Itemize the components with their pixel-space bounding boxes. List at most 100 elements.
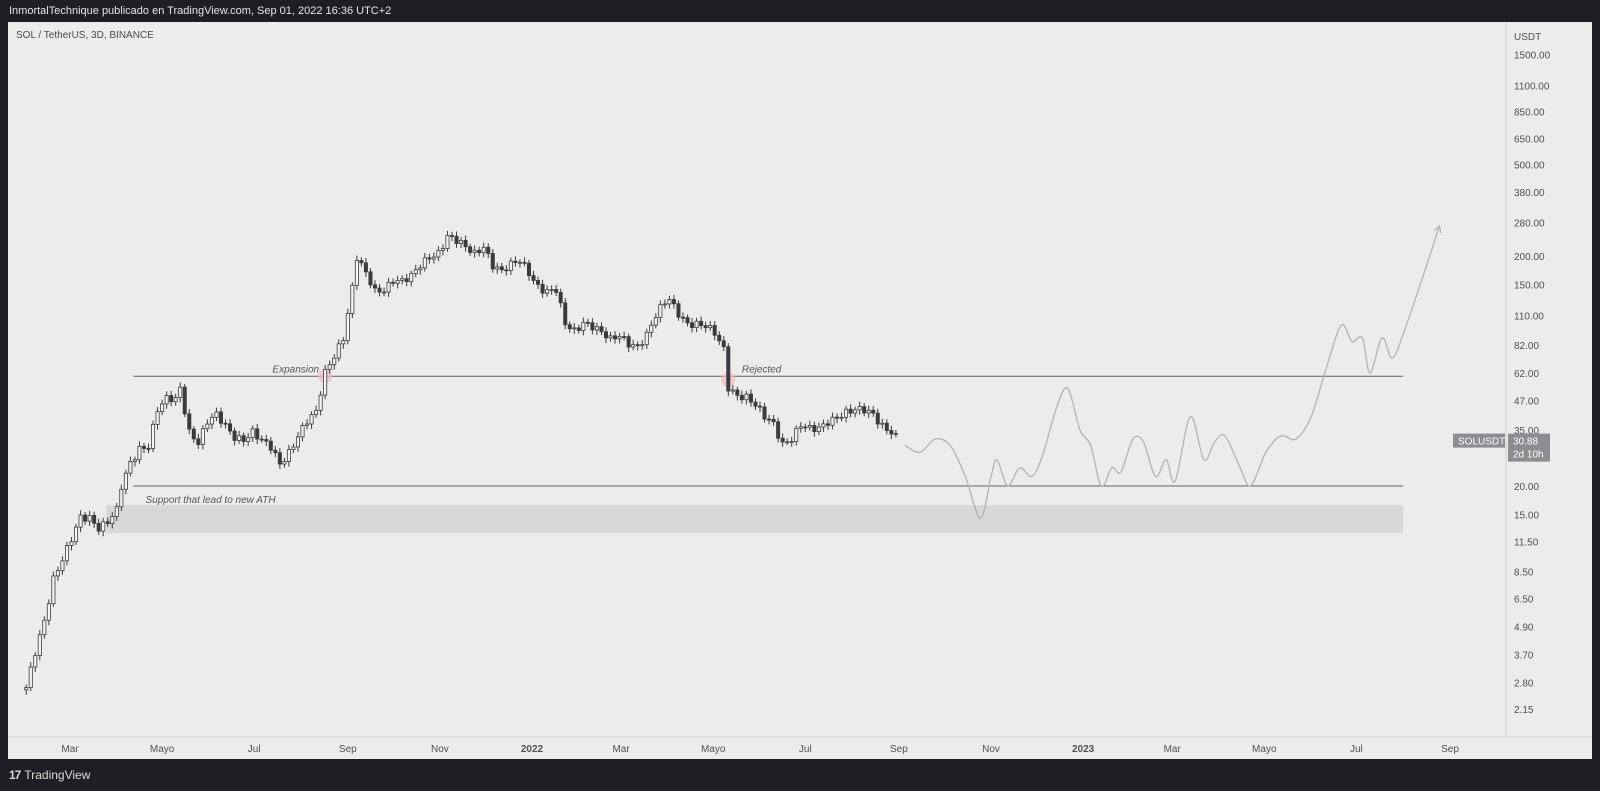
candle-body: [205, 423, 210, 430]
x-tick-label: Jul: [1350, 744, 1363, 755]
candle-body: [617, 336, 622, 340]
candle-body: [277, 452, 282, 465]
candle-body: [318, 394, 323, 411]
y-tick-label: 47.00: [1514, 397, 1539, 408]
candle-body: [803, 426, 808, 429]
candle-body: [486, 246, 491, 254]
candle-body: [504, 269, 509, 272]
candle-body: [178, 386, 183, 398]
candle-body: [87, 514, 92, 522]
candle-body: [345, 313, 350, 341]
candle-body: [237, 435, 242, 441]
candle-body: [382, 291, 387, 294]
x-tick-label: 2022: [521, 744, 544, 755]
x-tick-label: Sep: [1441, 744, 1459, 755]
candle-body: [372, 284, 377, 289]
candle-body: [694, 320, 699, 328]
candle-body: [137, 445, 142, 461]
candle-body: [119, 488, 124, 508]
y-axis-unit: USDT: [1514, 32, 1541, 43]
candle-body: [812, 425, 817, 433]
y-tick-label: 500.00: [1514, 160, 1545, 171]
x-tick-label: Nov: [982, 744, 1000, 755]
y-tick-label: 1100.00: [1514, 82, 1550, 93]
price-chart[interactable]: Expansion Rejected Support that lead to ne…: [8, 22, 1592, 759]
candle-body: [377, 287, 382, 293]
candle-body: [69, 541, 74, 546]
candle-body: [24, 687, 29, 691]
candle-body: [155, 411, 160, 425]
candle-body: [368, 271, 373, 286]
tradingview-logo[interactable]: 17 TradingView: [9, 768, 90, 782]
candle-body: [495, 266, 500, 270]
candle-body: [354, 260, 359, 286]
candle-body: [567, 324, 572, 330]
candle-body: [196, 438, 201, 445]
candle-body: [785, 441, 790, 444]
candle-body: [726, 346, 731, 392]
candle-body: [83, 514, 88, 522]
candle-body: [363, 262, 368, 273]
candle-body: [816, 426, 821, 433]
candle-body: [477, 249, 482, 254]
candle-body: [712, 325, 717, 336]
publication-header: InmortalTechnique publicado en TradingVi…: [0, 0, 1600, 22]
y-tick-label: 380.00: [1514, 188, 1545, 199]
x-tick-label: Mar: [612, 744, 630, 755]
candle-body: [590, 322, 595, 331]
candle-body: [391, 281, 396, 284]
footer-bar: 17 TradingView: [0, 759, 1600, 791]
candle-body: [128, 461, 133, 474]
candle-body: [635, 344, 640, 347]
price-tag-value: 30.88: [1513, 437, 1538, 448]
candle-body: [160, 403, 165, 413]
support-zone: [106, 505, 1404, 533]
candle-body: [28, 666, 33, 688]
candle-body: [110, 516, 115, 524]
price-tag-symbol-bg: [1453, 433, 1505, 448]
y-tick-label: 110.00: [1514, 312, 1544, 323]
x-tick-label: Mar: [61, 744, 79, 755]
candle-body: [141, 445, 146, 449]
candle-body: [273, 449, 278, 454]
candle-body: [305, 423, 310, 426]
candle-body: [680, 316, 685, 319]
candle-body: [105, 521, 110, 524]
candle-body: [286, 449, 291, 462]
candle-body: [55, 570, 60, 577]
y-tick-label: 150.00: [1514, 281, 1545, 292]
candle-body: [264, 439, 269, 442]
chart-panel[interactable]: Expansion Rejected Support that lead to ne…: [8, 22, 1592, 759]
candle-body: [581, 321, 586, 331]
y-tick-label: 15.00: [1514, 511, 1539, 522]
y-tick-label: 650.00: [1514, 134, 1545, 145]
candle-body: [540, 284, 545, 294]
candle-body: [599, 326, 604, 333]
expansion-label: Expansion: [272, 364, 319, 375]
candle-body: [327, 364, 332, 370]
candle-body: [309, 414, 314, 425]
symbol-info: SOL / TetherUS, 3D, BINANCE: [16, 30, 154, 41]
candle-body: [74, 526, 79, 543]
candle-body: [440, 248, 445, 251]
tradingview-logo-icon: 17: [9, 768, 21, 782]
candle-body: [699, 320, 704, 327]
candle-body: [825, 423, 830, 426]
candle-body: [744, 393, 749, 401]
candle-body: [513, 260, 518, 263]
candle-body: [214, 411, 219, 418]
candle-body: [323, 368, 328, 396]
candle-body: [676, 303, 681, 318]
candle-body: [37, 634, 42, 656]
candle-body: [468, 246, 473, 253]
y-tick-label: 280.00: [1514, 218, 1545, 229]
candle-body: [427, 257, 432, 260]
candle-body: [445, 235, 450, 249]
candle-body: [182, 386, 187, 415]
candle-body: [739, 394, 744, 401]
candle-body: [173, 397, 178, 403]
candle-body: [51, 575, 56, 605]
candle-body: [259, 438, 264, 441]
candle-body: [418, 267, 423, 271]
y-tick-label: 6.50: [1514, 594, 1534, 605]
